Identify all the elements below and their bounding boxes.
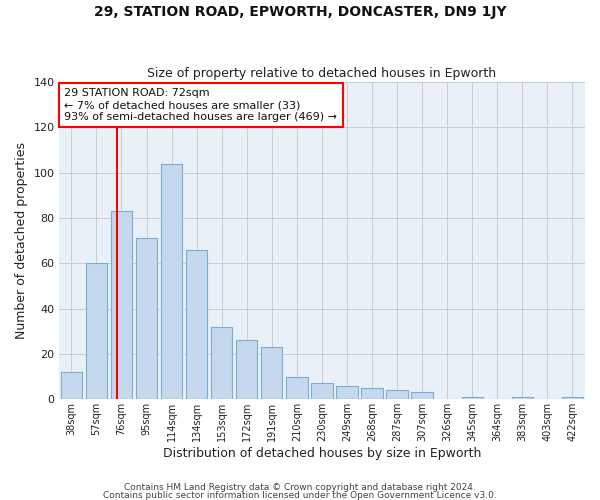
Bar [337,386,358,400]
Bar [512,397,533,400]
Y-axis label: Number of detached properties: Number of detached properties [15,142,28,339]
Text: Contains public sector information licensed under the Open Government Licence v3: Contains public sector information licen… [103,490,497,500]
Bar [461,397,483,400]
Bar [311,384,332,400]
Bar [211,327,232,400]
Bar [186,250,207,400]
Bar [136,238,157,400]
Bar [562,397,583,400]
Text: Contains HM Land Registry data © Crown copyright and database right 2024.: Contains HM Land Registry data © Crown c… [124,484,476,492]
Bar [161,164,182,400]
Bar [286,376,308,400]
Bar [86,264,107,400]
Bar [361,388,383,400]
Bar [412,392,433,400]
Text: 29, STATION ROAD, EPWORTH, DONCASTER, DN9 1JY: 29, STATION ROAD, EPWORTH, DONCASTER, DN… [94,5,506,19]
Title: Size of property relative to detached houses in Epworth: Size of property relative to detached ho… [148,66,496,80]
Text: 29 STATION ROAD: 72sqm
← 7% of detached houses are smaller (33)
93% of semi-deta: 29 STATION ROAD: 72sqm ← 7% of detached … [64,88,337,122]
X-axis label: Distribution of detached houses by size in Epworth: Distribution of detached houses by size … [163,447,481,460]
Bar [261,347,283,400]
Bar [111,211,132,400]
Bar [61,372,82,400]
Bar [386,390,408,400]
Bar [236,340,257,400]
